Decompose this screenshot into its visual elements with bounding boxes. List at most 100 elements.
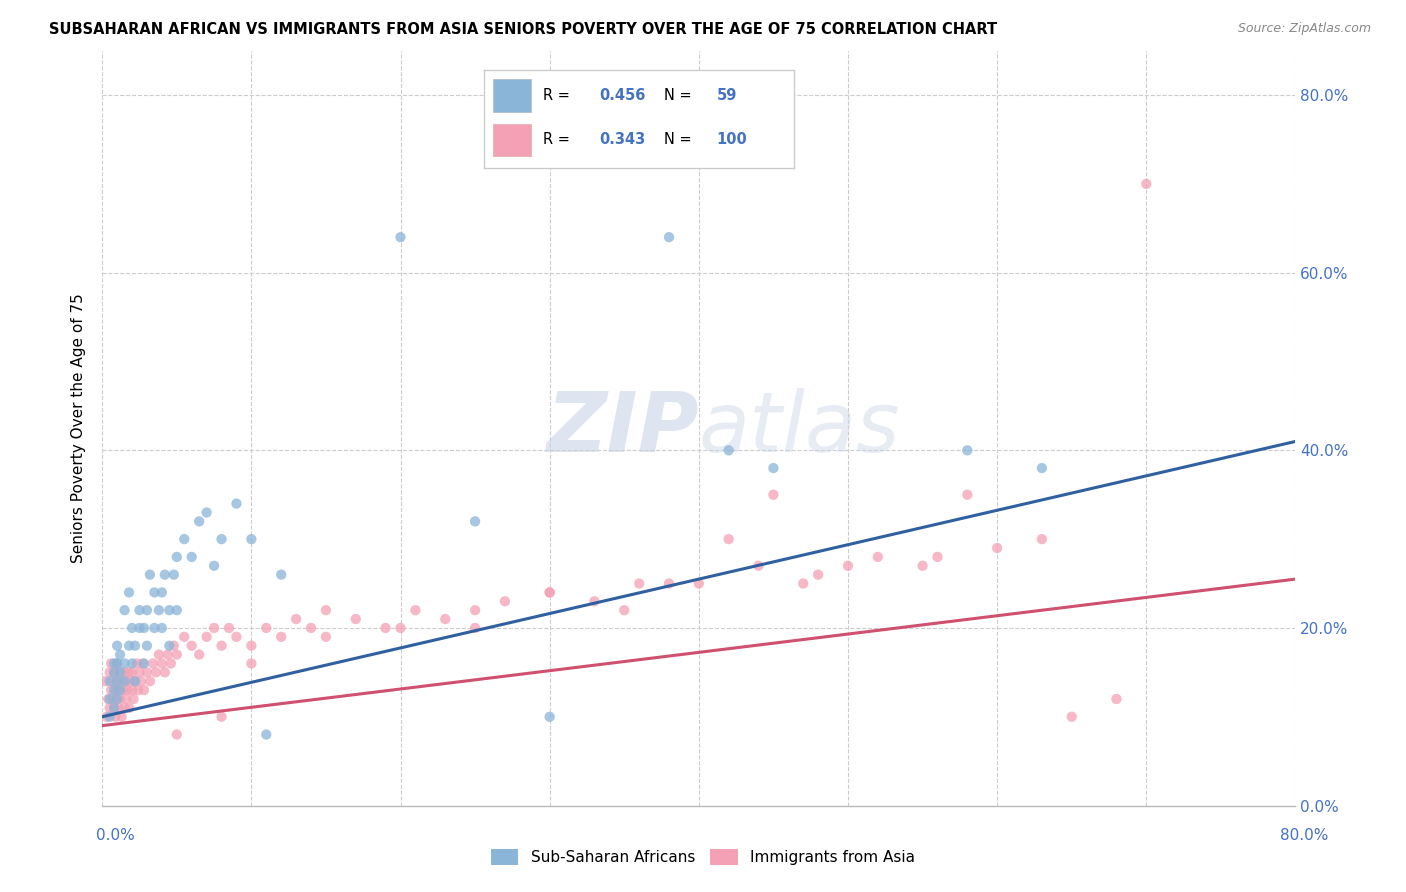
Point: [150, 621, 173, 635]
Point: [128, 621, 150, 635]
Point: [98, 674, 121, 689]
Point: [583, 594, 606, 608]
Point: [1060, 710, 1083, 724]
Point: [538, 710, 561, 724]
Point: [956, 488, 979, 502]
Point: [121, 621, 143, 635]
Point: [717, 532, 740, 546]
Point: [254, 621, 277, 635]
Point: [114, 674, 136, 689]
Point: [792, 576, 814, 591]
Point: [108, 683, 131, 698]
Point: [105, 639, 128, 653]
Point: [180, 549, 202, 564]
Point: [157, 603, 180, 617]
Point: [98, 692, 121, 706]
Point: [837, 558, 859, 573]
Point: [132, 657, 155, 671]
Point: [143, 621, 166, 635]
Point: [166, 648, 188, 662]
Point: [108, 665, 131, 680]
Text: SUBSAHARAN AFRICAN VS IMMIGRANTS FROM ASIA SENIORS POVERTY OVER THE AGE OF 75 CO: SUBSAHARAN AFRICAN VS IMMIGRANTS FROM AS…: [49, 22, 997, 37]
Point: [270, 630, 292, 644]
Point: [270, 567, 292, 582]
Point: [163, 567, 186, 582]
Point: [105, 657, 128, 671]
Point: [188, 648, 211, 662]
Point: [173, 630, 195, 644]
Text: 80.0%: 80.0%: [1281, 828, 1329, 843]
Point: [240, 639, 263, 653]
Point: [195, 506, 218, 520]
Point: [464, 603, 486, 617]
Point: [153, 567, 176, 582]
Point: [121, 683, 143, 698]
Point: [125, 657, 148, 671]
Point: [159, 657, 181, 671]
Point: [225, 497, 247, 511]
Point: [986, 541, 1008, 555]
Point: [94, 674, 117, 689]
Point: [240, 532, 263, 546]
Point: [315, 630, 337, 644]
Point: [374, 621, 396, 635]
Point: [211, 710, 233, 724]
Point: [121, 665, 143, 680]
Point: [131, 657, 153, 671]
Point: [97, 692, 120, 706]
Point: [110, 710, 132, 724]
Point: [118, 585, 141, 599]
Point: [166, 549, 188, 564]
Point: [404, 603, 426, 617]
Point: [121, 657, 143, 671]
Point: [658, 230, 681, 244]
Point: [114, 665, 136, 680]
Point: [688, 576, 710, 591]
Point: [202, 558, 225, 573]
Point: [100, 657, 122, 671]
Point: [494, 594, 516, 608]
Point: [115, 674, 138, 689]
Legend: Sub-Saharan Africans, Immigrants from Asia: Sub-Saharan Africans, Immigrants from As…: [485, 843, 921, 871]
Point: [98, 665, 121, 680]
Point: [104, 683, 127, 698]
Point: [107, 701, 129, 715]
Point: [538, 585, 561, 599]
Point: [103, 701, 125, 715]
Point: [124, 674, 146, 689]
Point: [211, 532, 233, 546]
Point: [148, 603, 170, 617]
Point: [105, 692, 128, 706]
Text: atlas: atlas: [699, 388, 900, 468]
Point: [180, 639, 202, 653]
Point: [1105, 692, 1128, 706]
Point: [105, 674, 128, 689]
Point: [115, 692, 138, 706]
Text: 0.0%: 0.0%: [96, 828, 135, 843]
Point: [103, 683, 125, 698]
Point: [1031, 532, 1053, 546]
Point: [122, 692, 145, 706]
Point: [807, 567, 830, 582]
Point: [118, 639, 141, 653]
Point: [156, 648, 179, 662]
Point: [150, 657, 173, 671]
Point: [717, 443, 740, 458]
Point: [240, 657, 263, 671]
Point: [132, 621, 155, 635]
Point: [105, 692, 128, 706]
Point: [136, 639, 159, 653]
Point: [139, 567, 162, 582]
Point: [285, 612, 308, 626]
Point: [464, 514, 486, 528]
Point: [157, 639, 180, 653]
Point: [139, 674, 162, 689]
Point: [103, 657, 125, 671]
Point: [218, 621, 240, 635]
Point: [127, 683, 149, 698]
Point: [112, 683, 135, 698]
Point: [129, 674, 152, 689]
Point: [1031, 461, 1053, 475]
Y-axis label: Seniors Poverty Over the Age of 75: Seniors Poverty Over the Age of 75: [72, 293, 86, 563]
Point: [114, 701, 136, 715]
